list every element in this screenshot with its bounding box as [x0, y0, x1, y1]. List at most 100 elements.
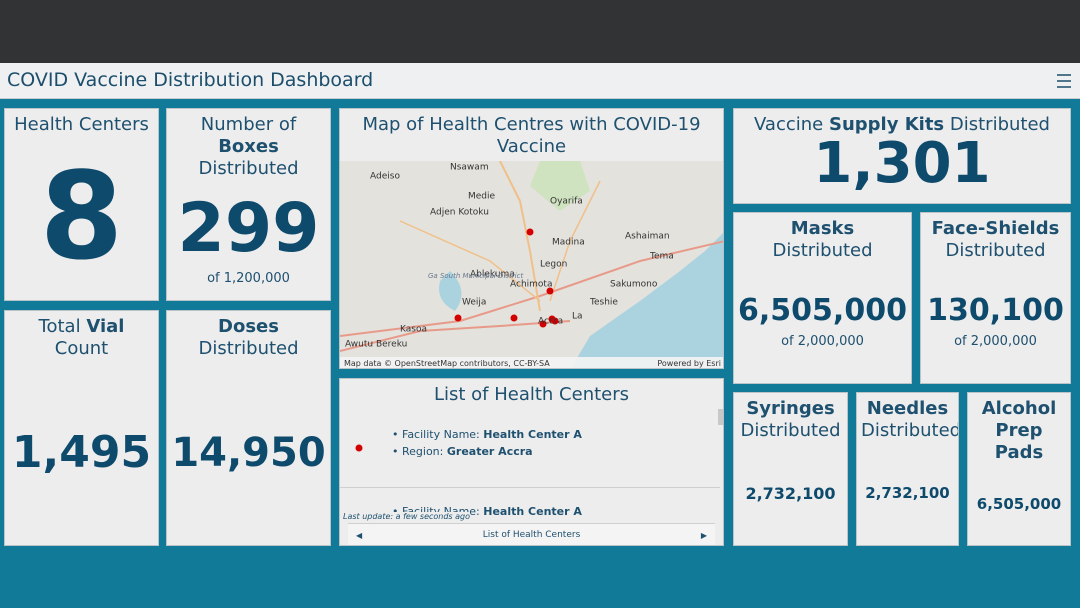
map-label: Ablekuma: [470, 270, 515, 280]
panel-value: 14,950: [171, 429, 326, 476]
panel-title: Doses Distributed: [167, 311, 330, 360]
title-part: Vial: [86, 316, 125, 337]
map[interactable]: Nsawam Adeiso Medie Oyarifa Adjen Kotoku Madi…: [340, 161, 724, 369]
panel-body: 8: [5, 136, 158, 300]
kpi-panel: Face-Shields Distributed 130,100 of 2,000,…: [920, 212, 1071, 384]
map-label: Teshie: [589, 298, 618, 308]
panel-value: 1,301: [813, 131, 991, 196]
panel-title: Needles Distributed: [857, 393, 958, 442]
panel-value: 8: [39, 148, 124, 287]
map-label: Ga South Municipal District: [428, 272, 523, 280]
panel-title: Number of Boxes Distributed: [167, 109, 330, 180]
title-part: Doses: [218, 316, 279, 337]
title-part: Count: [54, 338, 109, 359]
title-part: Syringes: [746, 398, 835, 419]
kpi-panel: Total Vial Count 1,495: [4, 310, 159, 546]
map-label: Kasoa: [400, 325, 427, 335]
title-part: Distributed: [949, 114, 1050, 135]
panel-subtitle: of 1,200,000: [207, 270, 290, 286]
list-title: List of Health Centers: [433, 384, 630, 405]
scrollbar[interactable]: [718, 409, 723, 425]
title-part: Total: [38, 316, 81, 337]
panel-title: Masks Distributed: [734, 213, 911, 262]
map-label: Awutu Bereku: [345, 340, 407, 350]
panel-subtitle: of 2,000,000: [781, 334, 864, 349]
item-label: Region:: [402, 445, 444, 458]
panel-value: 1,495: [11, 426, 152, 478]
map-label: Tema: [649, 252, 674, 262]
item-row: • Region: Greater Accra: [392, 445, 533, 458]
title-part: Distributed: [861, 420, 959, 441]
panel-body: 2,732,100: [857, 442, 958, 545]
title-part: Face-Shields: [931, 218, 1060, 239]
map-label: Weija: [462, 298, 486, 308]
map-label: Achimota: [510, 280, 552, 290]
panel-title: Face-Shields Distributed: [921, 213, 1070, 262]
list-footer: ◀ List of Health Centers ▶: [348, 523, 715, 545]
title-part: Distributed: [945, 240, 1046, 261]
panel-body: 2,732,100: [734, 442, 847, 545]
map-label: Madina: [552, 238, 585, 248]
map-label: Medie: [468, 192, 496, 202]
panel-title: Alcohol Prep Pads: [968, 393, 1070, 464]
panel-subtitle: of 2,000,000: [954, 334, 1037, 349]
panel-value: 299: [177, 188, 320, 268]
item-value: Health Center A: [483, 428, 582, 441]
kpi-panel: Needles Distributed 2,732,100: [856, 392, 959, 546]
title-part: Distributed: [740, 420, 841, 441]
menu-button[interactable]: [1056, 73, 1072, 89]
item-value: Health Center A: [483, 505, 582, 518]
kpi-panel: Alcohol Prep Pads 6,505,000: [967, 392, 1071, 546]
map-label: Accra: [538, 317, 563, 327]
panel-value: 2,732,100: [745, 483, 836, 503]
list-item: • Facility Name: Health Center A • Region…: [392, 426, 582, 460]
panel-value: 6,505,000: [738, 293, 907, 328]
panel-body: 299 of 1,200,000: [167, 180, 330, 300]
panel-value: 6,505,000: [976, 495, 1062, 513]
header: COVID Vaccine Distribution Dashboard: [0, 63, 1080, 99]
title-part: Boxes: [218, 136, 279, 157]
map-label: Oyarifa: [550, 197, 583, 207]
map-label: Nsawam: [450, 163, 489, 173]
panel-value: 130,100: [927, 293, 1064, 328]
next-button[interactable]: ▶: [700, 531, 707, 540]
panel-value: 2,732,100: [865, 484, 950, 502]
prev-button[interactable]: ◀: [356, 531, 363, 540]
dashboard-title: COVID Vaccine Distribution Dashboard: [7, 69, 374, 91]
title-part: Masks: [790, 218, 855, 239]
divider: [340, 487, 720, 488]
title-part: Distributed: [772, 240, 873, 261]
panel-body: 6,505,000: [968, 464, 1070, 545]
title-part: Distributed: [198, 158, 299, 179]
title-part: Alcohol Prep Pads: [981, 398, 1057, 463]
footer-label: List of Health Centers: [482, 530, 581, 540]
list-panel: List of Health Centers • Facility Name: …: [339, 378, 724, 546]
map-label: Legon: [540, 260, 567, 270]
kpi-panel: Doses Distributed 14,950: [166, 310, 331, 546]
map-label: La: [572, 312, 583, 322]
browser-bar: [0, 0, 1080, 63]
map-label: Ashaiman: [625, 232, 670, 242]
panel-body: 14,950: [167, 360, 330, 545]
title-part: Number of: [200, 114, 297, 135]
title-part: Vaccine: [754, 114, 824, 135]
item-row: • Facility Name: Health Center A: [392, 428, 582, 441]
map-attribution: Map data © OpenStreetMap contributors, C…: [344, 359, 550, 368]
map-label: Sakumono: [610, 280, 658, 290]
kpi-panel: Number of Boxes Distributed 299 of 1,200,0…: [166, 108, 331, 301]
panel-title: Syringes Distributed: [734, 393, 847, 442]
kpi-panel: Syringes Distributed 2,732,100: [733, 392, 848, 546]
panel-title: Health Centers: [5, 109, 158, 136]
item-value: Greater Accra: [446, 445, 533, 458]
map-panel: Map of Health Centres with COVID-19 Vacc…: [339, 108, 724, 369]
panel-body: 1,495: [5, 360, 158, 545]
title-part: Health Centers: [14, 114, 149, 135]
kpi-panel: Vaccine Supply Kits Distributed 1,301: [733, 108, 1071, 204]
title-part: Supply Kits: [828, 114, 945, 135]
kpi-panel: Health Centers 8: [4, 108, 159, 301]
panel-body: 6,505,000 of 2,000,000: [734, 262, 911, 383]
map-title: Map of Health Centres with COVID-19 Vacc…: [362, 114, 701, 157]
item-marker: [355, 444, 363, 452]
item-label: Facility Name:: [402, 428, 480, 441]
